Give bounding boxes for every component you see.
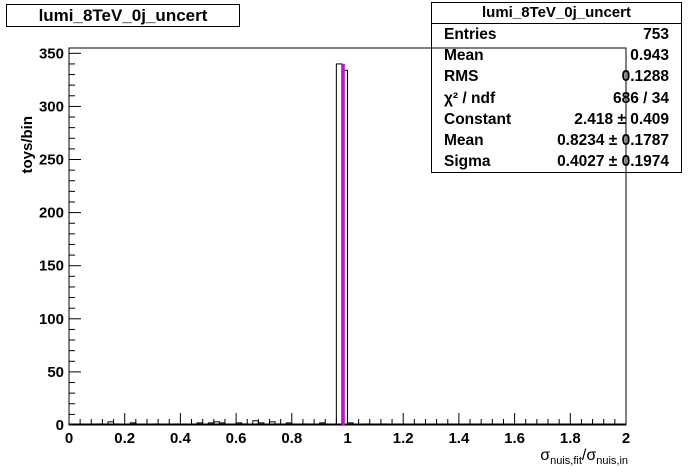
y-tick-label: 200 — [39, 205, 64, 222]
histogram-bar — [335, 63, 343, 426]
x-tick-label: 0.6 — [226, 430, 247, 447]
stats-label: Constant — [444, 110, 512, 128]
y-tick-label: 300 — [39, 98, 64, 115]
stats-value: 0.943 — [630, 47, 669, 65]
y-tick-label: 50 — [47, 364, 64, 381]
stats-box: lumi_8TeV_0j_uncert Entries 753 Mean 0.9… — [431, 2, 682, 173]
x-tick-label: 0.8 — [281, 430, 302, 447]
stats-row-mean: Mean 0.943 — [432, 45, 681, 66]
x-tick-label: 1.6 — [504, 430, 525, 447]
y-tick-label: 100 — [39, 311, 64, 328]
histogram-bars — [69, 63, 626, 426]
stats-label: Sigma — [444, 153, 491, 171]
stats-value: 2.418 ± 0.409 — [574, 110, 669, 128]
x-tick-label: 0.2 — [114, 430, 135, 447]
x-axis-label: σnuis,fit/σnuis,in — [540, 447, 628, 467]
stats-value: 686 / 34 — [612, 89, 669, 107]
x-tick-label: 0.4 — [170, 430, 192, 447]
stats-row-sigma: Sigma 0.4027 ± 0.1974 — [432, 151, 681, 172]
y-tick-label: 150 — [39, 258, 64, 275]
stats-label: RMS — [444, 68, 479, 86]
stats-value: 0.1288 — [621, 68, 669, 86]
x-label-sigma: σ — [540, 447, 550, 464]
histogram-title: lumi_8TeV_0j_uncert — [6, 4, 240, 27]
y-axis-ticks: 0 50 100 150 200 250 300 350 — [39, 45, 81, 434]
stats-value: 753 — [643, 26, 669, 43]
stats-row-constant: Constant 2.418 ± 0.409 — [432, 109, 681, 130]
stats-row-entries: Entries 753 — [432, 24, 681, 45]
stats-value: 0.4027 ± 0.1974 — [557, 153, 669, 171]
x-tick-label: 1.8 — [560, 430, 581, 447]
x-axis-ticks: 0 0.2 0.4 0.6 0.8 1 1.2 1.4 1.6 1.8 2 — [65, 413, 630, 447]
x-tick-label: 2 — [622, 430, 630, 447]
y-tick-label: 0 — [56, 417, 64, 434]
x-tick-label: 1.2 — [393, 430, 414, 447]
y-tick-label: 350 — [39, 45, 64, 62]
stats-header: lumi_8TeV_0j_uncert — [432, 3, 681, 24]
x-label-sub-in: nuis,in — [596, 455, 628, 467]
x-label-sub-fit: nuis,fit — [550, 455, 582, 467]
x-label-sep: /σ — [582, 447, 596, 464]
x-tick-label: 0 — [65, 430, 73, 447]
stats-label: Entries — [444, 26, 497, 43]
stats-label: Mean — [444, 131, 484, 149]
stats-label: Mean — [444, 47, 484, 65]
x-tick-label: 1 — [343, 430, 351, 447]
x-tick-label: 1.4 — [448, 430, 470, 447]
stats-row-fit-mean: Mean 0.8234 ± 0.1787 — [432, 130, 681, 151]
stats-label: χ² / ndf — [444, 89, 496, 107]
y-axis-label: toys/bin — [19, 116, 36, 174]
stats-value: 0.8234 ± 0.1787 — [557, 131, 669, 149]
stats-row-rms: RMS 0.1288 — [432, 66, 681, 87]
stats-row-chi2: χ² / ndf 686 / 34 — [432, 88, 681, 109]
y-tick-label: 250 — [39, 152, 64, 169]
